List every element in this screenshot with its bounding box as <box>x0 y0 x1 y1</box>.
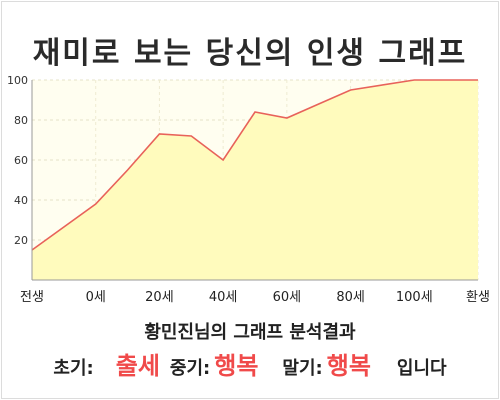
x-tick-label: 100세 <box>396 290 433 305</box>
life-line <box>31 79 478 251</box>
y-tick-label: 60 <box>14 154 28 167</box>
ending-text: 입니다 <box>396 358 447 379</box>
early-label: 초기: <box>53 358 94 379</box>
y-tick-label: 40 <box>14 194 28 207</box>
y-tick-labels: 20 40 60 80 100 <box>7 74 28 247</box>
x-tick-label: 전생 <box>20 290 44 305</box>
y-tick-label: 80 <box>14 114 28 127</box>
late-value: 행복 <box>326 352 371 380</box>
result-heading: 황민진님의 그래프 분석결과 <box>144 322 356 343</box>
middle-label: 중기: <box>169 358 211 379</box>
middle-value: 행복 <box>214 352 259 380</box>
x-tick-labels: 전생 0세 20세 40세 60세 80세 100세 환생 <box>20 290 490 305</box>
x-tick-label: 환생 <box>466 290 490 305</box>
life-area-fill <box>32 80 478 280</box>
x-tick-label: 20세 <box>145 290 174 305</box>
x-tick-label: 40세 <box>209 290 238 305</box>
early-value: 출세 <box>115 352 160 380</box>
result-summary: 초기: 출세 중기: 행복 말기: 행복 입니다 <box>0 346 500 381</box>
x-tick-label: 60세 <box>273 290 302 305</box>
chart-title: 재미로 보는 당신의 인생 그래프 <box>32 36 468 71</box>
axes <box>31 80 478 281</box>
x-tick-label: 80세 <box>336 290 365 305</box>
late-label: 말기: <box>282 358 323 379</box>
y-tick-label: 20 <box>14 234 28 247</box>
y-tick-label: 100 <box>7 74 28 87</box>
x-tick-label: 0세 <box>86 290 106 305</box>
